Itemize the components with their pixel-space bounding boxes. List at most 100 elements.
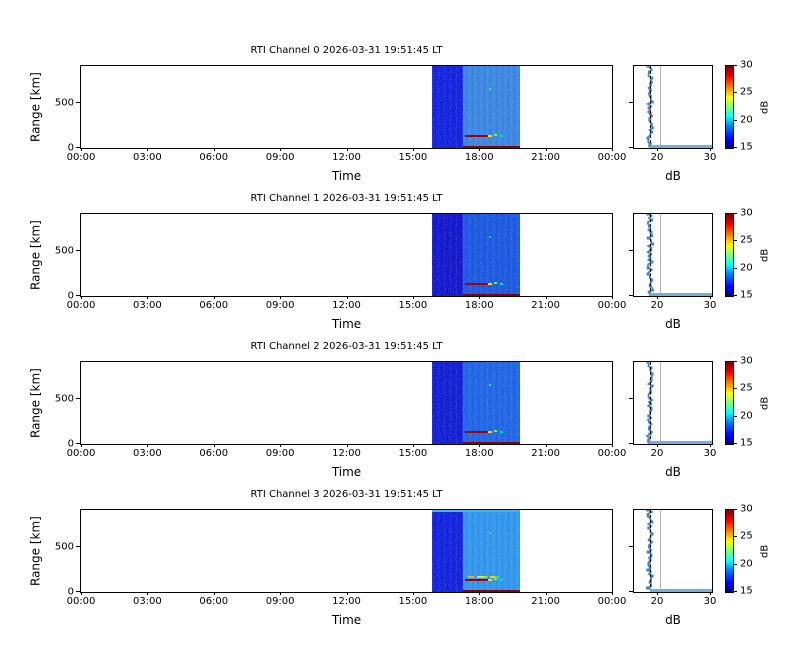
y-axis-label: Range [km] (28, 72, 43, 142)
x-tick-label: 03:00 (132, 300, 162, 311)
x-tick-label: 15:00 (398, 300, 428, 311)
x-tick-label: 12:00 (332, 152, 361, 163)
rti-row: RTI Channel 1 2026-03-31 19:51:45 LT Ran… (0, 189, 800, 337)
y-tick-mark (76, 147, 80, 148)
y-tick-label: 0 (67, 586, 74, 597)
side-y-tick (629, 398, 633, 399)
colorbar-tick-mark (734, 147, 737, 148)
x-axis-label: Time (331, 317, 362, 331)
mean-noise-dashed-line (650, 362, 651, 444)
x-tick-label: 18:00 (464, 448, 494, 459)
stray-echo-dot (489, 532, 491, 534)
noise-profile-curve (646, 214, 655, 296)
profile-x-tick-mark (657, 148, 658, 151)
colorbar-tick-mark (734, 119, 737, 121)
colorbar-tick-mark (734, 92, 737, 94)
profile-x-tick-mark (657, 296, 658, 299)
x-tick-label: 09:00 (265, 448, 295, 459)
x-tick-mark (346, 296, 348, 299)
x-tick-label: 12:00 (332, 596, 361, 607)
colorbar (725, 65, 734, 149)
x-tick-mark (412, 148, 414, 151)
heatmap-late-segment (463, 66, 520, 148)
colorbar-tick-label: 25 (740, 234, 753, 246)
profile-x-tick-label: 20 (650, 300, 664, 311)
x-tick-label: 15:00 (398, 448, 428, 459)
ground-clutter-strip (463, 590, 520, 592)
x-tick-mark (147, 592, 149, 595)
x-tick-mark (147, 444, 149, 447)
side-y-tick (629, 250, 633, 251)
x-tick-label: 09:00 (265, 300, 295, 311)
mean-noise-dashed-line (650, 66, 651, 148)
stray-echo-dot (489, 88, 491, 90)
x-tick-mark (147, 148, 149, 151)
x-tick-mark (412, 296, 414, 299)
profile-x-tick-label: 30 (703, 596, 717, 607)
rti-panel: 00:00 03:00 06:00 09:00 12:00 15:00 18:00 21:00… (55, 65, 626, 163)
colorbar-tick-mark (734, 295, 737, 296)
colorbar-tick-mark (734, 240, 737, 242)
x-tick-mark (479, 296, 481, 299)
echo-speckle (500, 579, 503, 581)
rti-row: RTI Channel 0 2026-03-31 19:51:45 LT Ran… (0, 41, 800, 189)
y-tick-mark (76, 591, 80, 592)
profile-x-tick-mark (710, 444, 711, 447)
colorbar-tick-label: 15 (740, 585, 753, 597)
colorbar-tick-label: 15 (740, 141, 753, 153)
ground-clutter-strip (463, 294, 520, 296)
colorbar (725, 213, 734, 297)
y-axis-label: Range [km] (28, 368, 43, 438)
heatmap-early-segment (432, 214, 463, 296)
rti-panel: 00:00 03:00 06:00 09:00 12:00 15:00 18:00 21:00… (55, 213, 626, 311)
echo-speckle-band (468, 576, 500, 578)
x-axis-label: Time (331, 613, 362, 627)
colorbar-tick-mark (734, 591, 737, 592)
x-tick-mark (346, 148, 348, 151)
profile-panel: 20 30 (629, 509, 716, 607)
colorbar-tick-mark (734, 563, 737, 565)
profile-panel: 20 30 (629, 361, 716, 459)
clutter-floor-line (650, 293, 712, 296)
x-tick-label: 00:00 (66, 300, 96, 311)
reference-line-20db (660, 66, 661, 148)
x-tick-label: 21:00 (531, 152, 561, 163)
x-tick-mark (545, 444, 547, 447)
echo-line (465, 135, 489, 137)
colorbar-tick-label: 20 (740, 114, 753, 126)
heatmap-early-segment (432, 66, 463, 148)
x-tick-mark (81, 444, 82, 447)
colorbar-tick-mark (734, 509, 737, 510)
profile-x-tick-label: 20 (650, 152, 664, 163)
x-tick-mark (280, 592, 282, 595)
echo-speckle (500, 431, 503, 433)
x-tick-mark (412, 592, 414, 595)
x-tick-mark (479, 444, 481, 447)
y-tick-mark (76, 102, 80, 103)
x-tick-label: 00:00 (597, 152, 627, 163)
colorbar-tick-label: 30 (740, 59, 753, 71)
y-tick-label: 500 (54, 541, 74, 552)
x-tick-mark (213, 444, 215, 447)
panel-title: RTI Channel 0 2026-03-31 19:51:45 LT (250, 45, 443, 56)
y-tick-label: 500 (54, 97, 74, 108)
colorbar-tick-label: 25 (740, 530, 753, 542)
echo-line (465, 431, 489, 433)
x-tick-label: 09:00 (265, 152, 295, 163)
x-tick-label: 15:00 (398, 596, 428, 607)
stray-echo-dot (489, 236, 491, 238)
clutter-floor-line (650, 589, 712, 592)
stray-echo-dot (489, 384, 491, 386)
side-y-tick (629, 546, 633, 547)
colorbar-tick-label: 30 (740, 207, 753, 219)
x-axis-label: Time (331, 169, 362, 183)
colorbar-label: dB (759, 544, 771, 558)
y-tick-mark (76, 250, 80, 251)
x-tick-mark (81, 296, 82, 299)
profile-x-axis-label: dB (665, 317, 681, 331)
profile-x-tick-mark (710, 592, 711, 595)
x-tick-mark (612, 148, 613, 151)
x-tick-label: 03:00 (132, 448, 162, 459)
colorbar-tick-label: 30 (740, 355, 753, 367)
side-y-tick (629, 443, 633, 444)
